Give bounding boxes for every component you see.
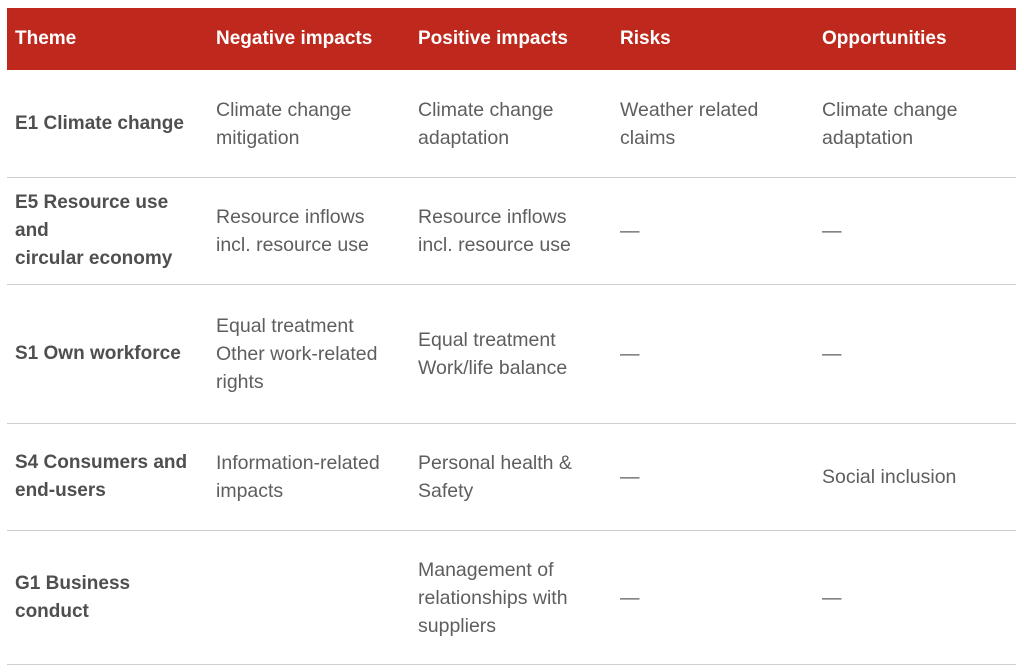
table-row: E5 Resource use and circular economy Res…	[7, 178, 1016, 285]
table-row: S4 Consumers and end-users Information-r…	[7, 424, 1016, 531]
negative-impacts-cell: Climate change mitigation	[216, 98, 352, 149]
positive-impacts-cell: Equal treatment Work/life balance	[418, 329, 568, 379]
risks-cell: —	[620, 466, 640, 488]
theme-cell: G1 Business conduct	[15, 572, 131, 622]
table-row: E1 Climate change Climate change mitigat…	[7, 70, 1016, 178]
negative-impacts-cell: Equal treatment Other work-related right…	[216, 315, 378, 393]
negative-impacts-cell: Resource inflows incl. resource use	[216, 206, 369, 256]
theme-cell: S4 Consumers and end-users	[15, 452, 188, 501]
header-negative-impacts: Negative impacts	[216, 28, 373, 49]
opportunities-cell: Climate change adaptation	[822, 98, 958, 149]
header-theme: Theme	[15, 28, 77, 49]
header-risks: Risks	[620, 28, 671, 49]
positive-impacts-cell: Climate change adaptation	[418, 98, 554, 149]
opportunities-cell: Social inclusion	[822, 466, 957, 488]
theme-cell: E5 Resource use and circular economy	[15, 192, 173, 269]
opportunities-cell: —	[822, 343, 842, 365]
risks-cell: —	[620, 586, 640, 609]
risks-cell: Weather related claims	[620, 98, 759, 149]
theme-cell: S1 Own workforce	[15, 343, 181, 364]
table-header-row: Theme Negative impacts Positive impacts …	[7, 8, 1016, 70]
header-positive-impacts: Positive impacts	[418, 28, 568, 49]
opportunities-cell: —	[822, 586, 842, 609]
table-row: S1 Own workforce Equal treatment Other w…	[7, 285, 1016, 424]
positive-impacts-cell: Personal health & Safety	[418, 452, 572, 502]
risks-cell: —	[620, 343, 640, 365]
theme-cell: E1 Climate change	[15, 112, 184, 134]
table-row: G1 Business conduct Management of relati…	[7, 531, 1016, 665]
risks-cell: —	[620, 220, 640, 242]
positive-impacts-cell: Resource inflows incl. resource use	[418, 206, 571, 256]
opportunities-cell: —	[822, 220, 842, 242]
header-opportunities: Opportunities	[822, 28, 947, 49]
negative-impacts-cell: Information-related impacts	[216, 452, 380, 502]
materiality-table: Theme Negative impacts Positive impacts …	[7, 8, 1016, 665]
positive-impacts-cell: Management of relationships with supplie…	[418, 558, 568, 637]
